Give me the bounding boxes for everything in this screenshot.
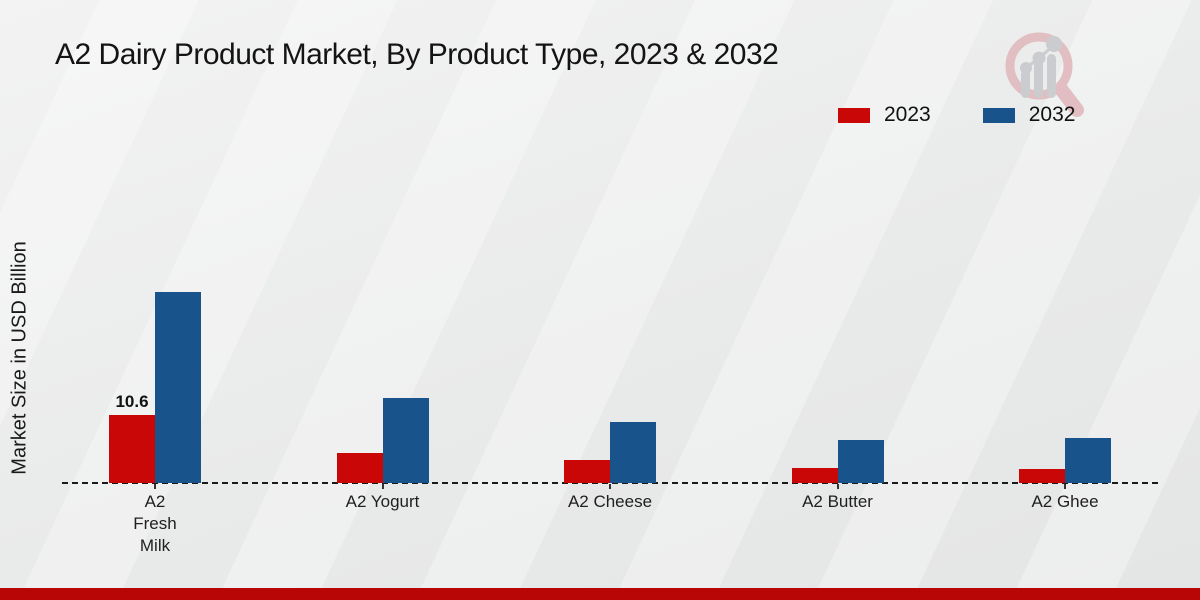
footer-accent-bar [0, 588, 1200, 600]
category-label-a2-fresh-milk: A2 Fresh Milk [133, 492, 177, 555]
legend: 2023 2032 [838, 103, 1075, 127]
magnifier-bar-chart-logo-icon [1005, 32, 1084, 117]
bar-2023-a2-yogurt [336, 453, 383, 483]
legend-label-2023: 2023 [884, 103, 931, 126]
category-label-a2-cheese: A2 Cheese [567, 492, 653, 511]
legend-item-2032: 2032 [982, 103, 1076, 127]
x-axis-tick [609, 484, 611, 489]
bar-2032-a2-cheese [610, 422, 656, 483]
bar-value-label: 10.6 [115, 391, 149, 411]
x-axis-tick [1064, 484, 1066, 489]
chart-title: A2 Dairy Product Market, By Product Type… [55, 38, 779, 71]
legend-swatch-2023 [838, 107, 870, 123]
bar-2023-a2-butter [791, 467, 838, 483]
bar-2023-a2-cheese [564, 460, 610, 483]
legend-item-2023: 2023 [838, 103, 931, 127]
bar-2032-a2-yogurt [382, 397, 429, 483]
bar-2023-a2-fresh-milk [109, 414, 155, 483]
legend-label-2032: 2032 [1028, 103, 1076, 126]
category-label-a2-ghee: A2 Ghee [1031, 492, 1099, 511]
category-label-a2-butter: A2 Butter [802, 492, 873, 511]
x-axis-tick [154, 484, 156, 489]
x-axis-tick [836, 484, 839, 489]
legend-swatch-2032 [982, 107, 1015, 123]
bar-2023-a2-ghee [1019, 469, 1065, 483]
x-axis-baseline [62, 482, 1158, 484]
bar-2032-a2-ghee [1065, 438, 1111, 483]
x-axis-tick [381, 484, 384, 489]
bar-2032-a2-fresh-milk [155, 291, 201, 483]
category-label-a2-yogurt: A2 Yogurt [345, 492, 420, 511]
bar-2032-a2-butter [837, 439, 884, 483]
y-axis-title: Market Size in USD Billion [8, 241, 31, 475]
